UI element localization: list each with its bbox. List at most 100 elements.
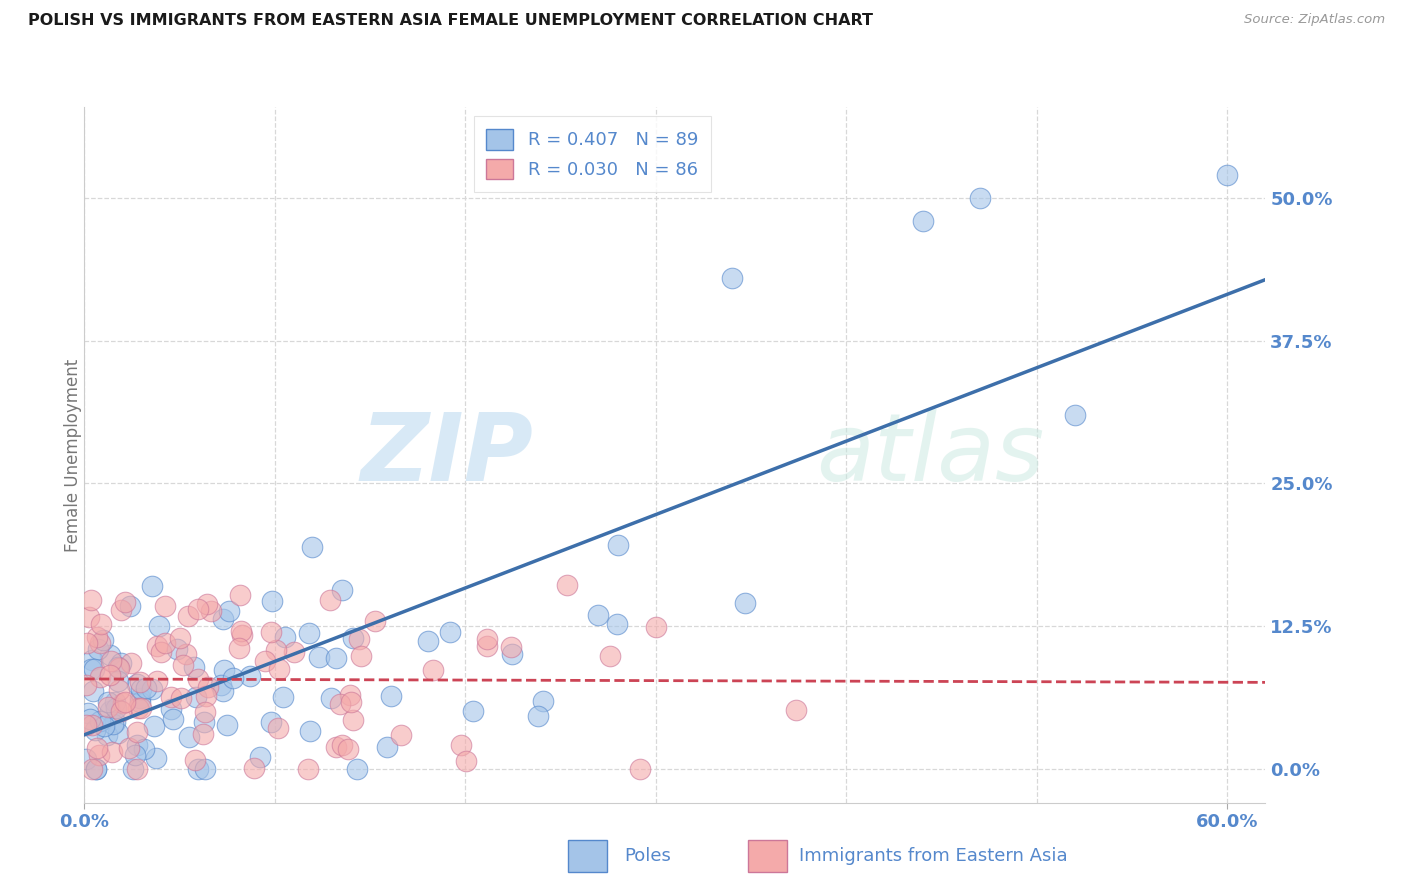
Point [212,684,235,698]
Point [124,747,146,762]
Point [141,681,163,696]
Point [114,594,136,608]
Point [184,753,207,767]
Point [83,723,105,737]
Point [342,713,364,727]
Point [128,690,150,705]
Point [141,579,163,593]
Point [477,639,499,653]
Point [325,650,347,665]
Point [97,700,120,714]
Point [110,704,132,718]
Text: Source: ZipAtlas.com: Source: ZipAtlas.com [1244,13,1385,27]
Point [77,610,100,624]
Point [301,540,323,554]
Point [80,592,103,607]
Point [477,632,499,647]
Point [111,696,134,710]
Point [499,640,522,654]
Point [114,695,136,709]
Point [125,677,148,691]
Point [108,661,131,675]
Point [260,715,283,730]
Point [162,712,184,726]
Point [153,599,176,613]
Point [194,689,217,703]
Point [96,695,118,709]
Point [101,716,124,731]
Point [98,648,121,662]
Point [194,705,217,719]
Point [259,624,281,639]
Point [187,762,209,776]
Point [1216,169,1239,183]
Point [212,611,235,625]
Point [450,738,472,752]
Point [89,714,111,728]
Point [260,594,283,608]
Point [195,598,218,612]
Point [89,747,111,762]
Point [332,738,354,752]
Point [231,628,253,642]
Point [187,602,209,616]
Point [200,604,222,618]
Point [91,633,114,648]
Point [101,745,124,759]
Point [229,624,252,638]
Point [120,656,142,670]
Point [98,704,121,718]
Point [110,656,132,670]
Point [416,634,439,648]
Point [169,632,191,646]
Point [364,614,387,628]
Point [266,721,288,735]
Point [1064,408,1087,422]
Point [107,674,129,689]
Point [193,727,215,741]
Point [127,700,149,714]
Point [329,697,352,711]
Point [128,675,150,690]
Point [264,643,287,657]
Text: Poles: Poles [624,847,671,865]
Point [606,617,628,632]
Point [243,761,266,775]
Point [98,668,121,682]
Point [76,706,98,720]
Point [76,635,98,649]
Point [125,738,148,752]
Point [298,626,321,640]
Point [118,599,141,613]
Point [90,617,112,632]
Point [176,647,198,661]
Point [319,592,342,607]
Point [218,604,240,618]
Point [342,631,364,645]
Point [150,645,173,659]
Point [214,663,236,677]
Point [526,709,548,723]
Y-axis label: Female Unemployment: Female Unemployment [65,359,82,551]
Text: atlas: atlas [817,409,1045,500]
Point [145,639,167,653]
Point [273,690,295,704]
Text: ZIP: ZIP [360,409,533,501]
Point [215,718,238,732]
Point [145,750,167,764]
Point [118,741,141,756]
Point [107,659,129,673]
Point [644,620,666,634]
Point [84,762,107,776]
Point [104,695,127,709]
Point [350,648,373,663]
Point [249,750,271,764]
Point [159,702,181,716]
Text: POLISH VS IMMIGRANTS FROM EASTERN ASIA FEMALE UNEMPLOYMENT CORRELATION CHART: POLISH VS IMMIGRANTS FROM EASTERN ASIA F… [28,13,873,29]
Point [422,663,444,677]
Point [131,700,153,714]
Point [377,740,399,755]
Point [75,718,97,732]
Point [166,641,188,656]
Point [721,271,744,285]
